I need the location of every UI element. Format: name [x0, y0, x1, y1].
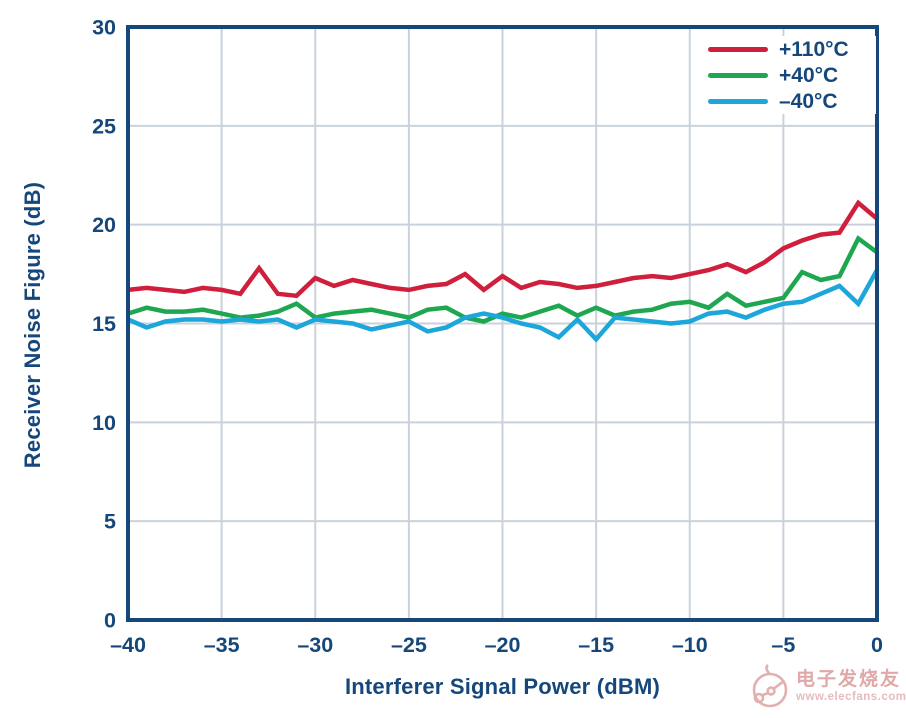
x-tick-label: –40 [110, 633, 146, 657]
x-tick-label: –10 [672, 633, 708, 657]
watermark-text: 电子发烧友 www.elecfans.com [796, 668, 906, 705]
legend-label: +110°C [779, 37, 849, 61]
series-line-1 [127, 235, 879, 324]
x-tick-label: –15 [578, 633, 614, 657]
x-tick-label: –5 [771, 633, 795, 657]
y-tick-label: 30 [92, 16, 116, 40]
legend-label: +40°C [779, 63, 839, 87]
y-tick-label: 5 [104, 510, 116, 534]
legend-item-minus40c: –40°C [698, 89, 876, 113]
x-axis-title: Interferer Signal Power (dBM) [344, 674, 661, 699]
series-line-0 [127, 199, 879, 299]
y-tick-label: 20 [92, 213, 116, 237]
legend-item-plus40c: +40°C [698, 63, 876, 87]
x-tick-label: –20 [485, 633, 521, 657]
x-tick-label: –25 [391, 633, 427, 657]
legend-item-plus110c: +110°C [698, 37, 876, 61]
legend-swatch-green [708, 72, 768, 78]
y-tick-label: 10 [92, 411, 116, 435]
x-tick-label: –30 [297, 633, 333, 657]
elecfans-logo-icon [752, 663, 788, 708]
legend-swatch-red [708, 46, 768, 52]
y-axis-title: Receiver Noise Figure (dB) [20, 181, 45, 469]
legend: +110°C +40°C –40°C [698, 36, 876, 114]
watermark: 电子发烧友 www.elecfans.com [748, 658, 906, 716]
watermark-title: 电子发烧友 [796, 668, 902, 690]
y-tick-label: 0 [104, 609, 116, 633]
x-tick-label: 0 [871, 633, 883, 657]
series-line-2 [127, 269, 879, 343]
watermark-url: www.elecfans.com [796, 690, 906, 703]
x-tick-label: –35 [204, 633, 240, 657]
plot-border [126, 25, 879, 622]
legend-swatch-blue [708, 98, 768, 104]
legend-label: –40°C [779, 89, 838, 113]
y-tick-label: 15 [92, 312, 116, 336]
y-tick-label: 25 [92, 114, 116, 138]
